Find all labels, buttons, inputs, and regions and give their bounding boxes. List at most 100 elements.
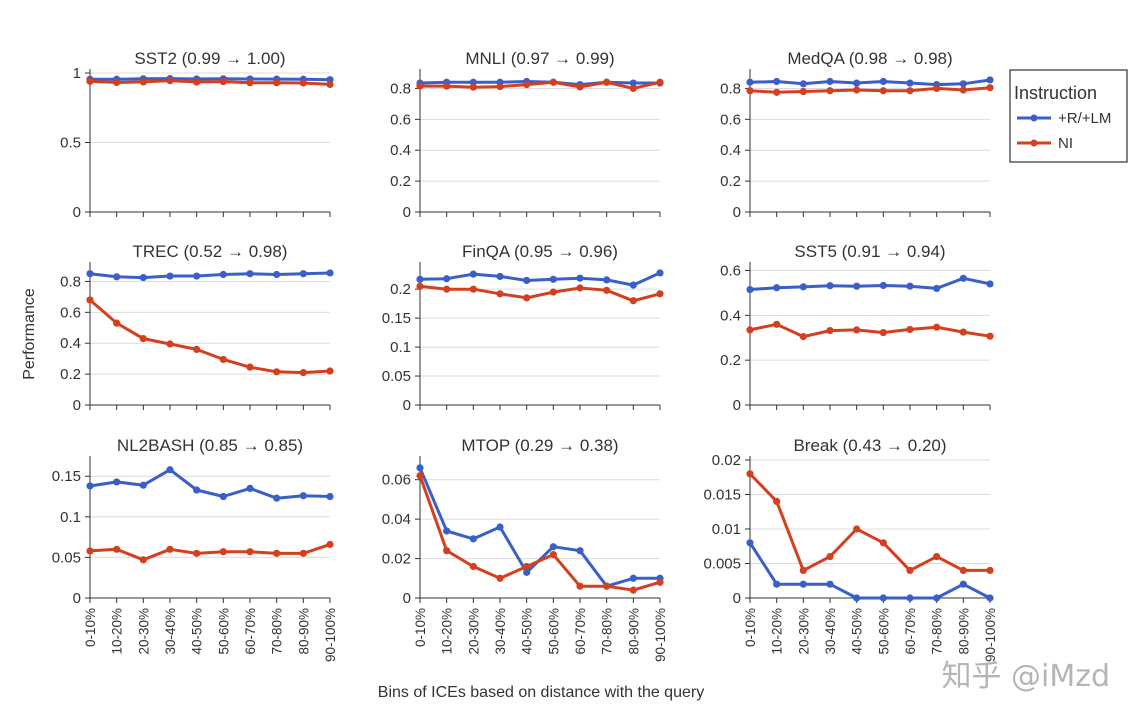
series-rlm-point: [853, 79, 861, 87]
series-rlm-point: [826, 580, 834, 588]
series-rlm-point: [799, 580, 807, 588]
panel-nl2bash: 0 0.05 0.1 0.15 0-10% 10-20% 20-30% 30-40% 40-50…: [52, 436, 338, 662]
series-ni-point: [746, 87, 754, 95]
x-tick-label: 70-80%: [930, 608, 945, 655]
y-tick-label: 0.2: [60, 366, 81, 383]
x-tick-label: 50-60%: [216, 608, 231, 655]
y-tick-label: 0: [73, 590, 81, 607]
series-rlm-line: [748, 541, 991, 600]
series-rlm-point: [416, 464, 424, 472]
y-tick-label: 0.5: [60, 135, 81, 152]
panel-title: SST5 (0.91 → 0.94): [794, 242, 945, 261]
x-tick-label: 30-40%: [163, 608, 178, 655]
series-rlm-point: [906, 282, 914, 290]
y-tick-label: 0.1: [60, 509, 81, 526]
y-tick-label: 0: [733, 204, 741, 221]
series-rlm-point: [879, 281, 887, 290]
x-tick-label: 60-70%: [243, 608, 258, 655]
x-tick-label: 70-80%: [270, 608, 285, 655]
series-ni-point: [799, 566, 807, 575]
y-tick-label: 0.005: [703, 556, 741, 573]
y-tick-label: 0: [73, 397, 81, 414]
series-rlm-point: [523, 568, 531, 576]
y-tick-label: 0: [403, 204, 411, 221]
series-rlm-point: [773, 284, 781, 292]
series-rlm-point: [469, 535, 477, 543]
panel-mtop: 0 0.02 0.04 0.06 0-10% 10-20% 20-30% 30-40% 40-5…: [382, 436, 668, 662]
series-rlm-point: [113, 478, 121, 486]
series-rlm-point: [326, 492, 334, 501]
series-ni-point: [933, 323, 941, 331]
series-ni-point: [246, 79, 254, 87]
series-ni-point: [469, 285, 477, 293]
series-ni-point: [443, 82, 451, 90]
series-rlm-point: [933, 284, 941, 293]
series-ni-point: [603, 78, 611, 86]
panel-break: 0 0.005 0.01 0.015 0.02 0-10% 10-20% 20-30% 30-4…: [703, 436, 998, 662]
series-rlm-point: [773, 580, 781, 588]
x-tick-label: 0-10%: [83, 608, 98, 647]
series-rlm-point: [139, 273, 147, 282]
series-ni-point: [576, 284, 584, 292]
series-ni-point: [879, 87, 887, 95]
legend-box: [1009, 69, 1128, 163]
series-ni-point: [906, 566, 914, 575]
series-rlm-point: [549, 275, 557, 283]
series-rlm-point: [246, 484, 254, 493]
series-rlm-point: [986, 76, 994, 84]
panel-finqa: 0 0.05 0.1 0.15 0.2 FinQA (0.95 → 0.96): [382, 242, 664, 414]
series-rlm-point: [443, 275, 451, 283]
series-ni-point: [629, 84, 637, 93]
x-tick-label: 80-90%: [296, 608, 311, 655]
x-tick-label: 40-50%: [190, 608, 205, 655]
series-ni-point: [219, 548, 227, 556]
series-rlm-point: [219, 270, 227, 279]
series-ni-point: [603, 286, 611, 294]
series-rlm-point: [959, 80, 967, 88]
series-rlm-point: [326, 269, 334, 277]
x-tick-label: 30-40%: [823, 608, 838, 655]
series-ni-point: [496, 82, 504, 91]
y-tick-label: 0.6: [390, 111, 411, 128]
y-tick-label: 0: [733, 590, 741, 607]
series-ni-point: [113, 78, 121, 87]
series-rlm-point: [113, 273, 121, 281]
series-ni-point: [629, 586, 637, 594]
series-ni-point: [139, 334, 147, 343]
panel-title: MTOP (0.29 → 0.38): [461, 436, 618, 455]
series-rlm-point: [86, 482, 94, 490]
series-ni-point: [416, 282, 424, 290]
x-tick-label: 0-10%: [743, 608, 758, 647]
series-ni-point: [799, 333, 807, 341]
series-ni-point: [469, 83, 477, 91]
panels: 0 0.5 1 SST2 (0.99 → 1.00) 0 0.2 0.4 0.6 0.8 MNLI…: [52, 49, 998, 662]
series-rlm-point: [219, 492, 227, 501]
series-ni-point: [166, 77, 174, 85]
series-ni-point: [879, 328, 887, 337]
panel-title: NL2BASH (0.85 → 0.85): [117, 436, 303, 455]
series-rlm-point: [746, 539, 754, 547]
series-ni-point: [273, 79, 281, 87]
series-ni-point: [523, 562, 531, 571]
series-rlm-point: [853, 282, 861, 290]
series-ni-point: [299, 549, 307, 557]
series-ni-point: [629, 297, 637, 305]
series-rlm-line: [749, 78, 991, 87]
legend-entry-rlm: +R/+LM: [1017, 110, 1111, 127]
series-ni-point: [299, 368, 307, 377]
y-tick-label: 0.6: [720, 111, 741, 128]
series-ni-line: [418, 475, 661, 592]
series-ni-line: [749, 86, 991, 94]
series-rlm-point: [193, 272, 201, 280]
y-tick-label: 0.4: [720, 142, 741, 159]
series-rlm-line: [418, 467, 660, 588]
series-rlm-point: [469, 270, 477, 278]
series-ni-point: [826, 87, 834, 95]
series-rlm-line: [89, 271, 331, 280]
x-tick-label: 40-50%: [850, 608, 865, 655]
series-ni-point: [523, 294, 531, 302]
series-ni-point: [246, 363, 254, 371]
series-ni-point: [986, 84, 994, 92]
series-ni-point: [139, 78, 147, 86]
series-ni-point: [416, 472, 424, 480]
